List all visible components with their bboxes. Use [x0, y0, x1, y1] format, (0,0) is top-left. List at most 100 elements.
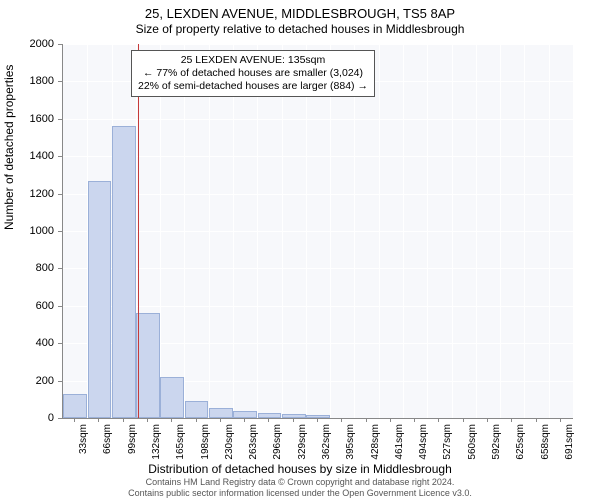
- gridline-v: [403, 44, 404, 418]
- marker-line: [138, 44, 139, 418]
- xtick-mark: [438, 418, 439, 422]
- annotation-line1: 25 LEXDEN AVENUE: 135sqm: [138, 54, 368, 67]
- gridline-v: [427, 44, 428, 418]
- ytick-label: 1800: [0, 75, 54, 87]
- xtick-label: 362sqm: [321, 424, 332, 466]
- footer-line2: Contains public sector information licen…: [0, 488, 600, 498]
- gridline-v: [354, 44, 355, 418]
- ytick-label: 1200: [0, 188, 54, 200]
- xtick-mark: [293, 418, 294, 422]
- xtick-mark: [220, 418, 221, 422]
- xtick-label: 461sqm: [394, 424, 405, 466]
- gridline-v: [452, 44, 453, 418]
- histogram-bar: [233, 411, 257, 418]
- histogram-bar: [185, 401, 209, 418]
- chart-subtitle: Size of property relative to detached ho…: [0, 21, 600, 36]
- xtick-label: 527sqm: [442, 424, 453, 466]
- xtick-mark: [560, 418, 561, 422]
- gridline-v: [330, 44, 331, 418]
- gridline-h: [63, 44, 573, 45]
- footer-line1: Contains HM Land Registry data © Crown c…: [0, 477, 600, 487]
- xtick-mark: [463, 418, 464, 422]
- ytick-label: 1000: [0, 225, 54, 237]
- histogram-bar: [112, 126, 136, 418]
- xtick-label: 625sqm: [515, 424, 526, 466]
- xtick-label: 329sqm: [297, 424, 308, 466]
- gridline-v: [549, 44, 550, 418]
- xtick-label: 132sqm: [151, 424, 162, 466]
- histogram-bar: [63, 394, 87, 418]
- xtick-label: 33sqm: [78, 424, 89, 466]
- annotation-line2: ← 77% of detached houses are smaller (3,…: [138, 67, 368, 80]
- xtick-label: 691sqm: [564, 424, 575, 466]
- xtick-mark: [196, 418, 197, 422]
- xtick-mark: [487, 418, 488, 422]
- chart-footer: Contains HM Land Registry data © Crown c…: [0, 477, 600, 498]
- ytick-label: 2000: [0, 38, 54, 50]
- xtick-label: 658sqm: [540, 424, 551, 466]
- histogram-bar: [282, 414, 306, 418]
- gridline-v: [184, 44, 185, 418]
- xtick-mark: [171, 418, 172, 422]
- gridline-h: [63, 156, 573, 157]
- xtick-mark: [244, 418, 245, 422]
- xtick-label: 494sqm: [418, 424, 429, 466]
- xtick-mark: [98, 418, 99, 422]
- chart-title: 25, LEXDEN AVENUE, MIDDLESBROUGH, TS5 8A…: [0, 0, 600, 21]
- gridline-v: [379, 44, 380, 418]
- ytick-label: 800: [0, 262, 54, 274]
- gridline-v: [209, 44, 210, 418]
- xtick-label: 230sqm: [224, 424, 235, 466]
- y-axis-label: Number of detached properties: [2, 65, 16, 230]
- gridline-h: [63, 194, 573, 195]
- xtick-mark: [317, 418, 318, 422]
- ytick-label: 200: [0, 375, 54, 387]
- chart-container: 25, LEXDEN AVENUE, MIDDLESBROUGH, TS5 8A…: [0, 0, 600, 500]
- xtick-label: 560sqm: [467, 424, 478, 466]
- xtick-mark: [74, 418, 75, 422]
- xtick-mark: [390, 418, 391, 422]
- xtick-label: 165sqm: [175, 424, 186, 466]
- xtick-mark: [414, 418, 415, 422]
- annotation-line3: 22% of semi-detached houses are larger (…: [138, 80, 368, 93]
- xtick-mark: [341, 418, 342, 422]
- gridline-v: [306, 44, 307, 418]
- xtick-label: 592sqm: [491, 424, 502, 466]
- gridline-h: [63, 306, 573, 307]
- gridline-h: [63, 268, 573, 269]
- histogram-bar: [136, 313, 160, 418]
- gridline-h: [63, 119, 573, 120]
- histogram-bar: [209, 408, 233, 418]
- plot-area: 25 LEXDEN AVENUE: 135sqm ← 77% of detach…: [62, 44, 573, 419]
- histogram-bar: [88, 181, 112, 418]
- xtick-label: 263sqm: [248, 424, 259, 466]
- x-axis-label: Distribution of detached houses by size …: [0, 462, 600, 476]
- histogram-bar: [160, 377, 184, 418]
- gridline-v: [476, 44, 477, 418]
- xtick-label: 66sqm: [102, 424, 113, 466]
- gridline-v: [282, 44, 283, 418]
- xtick-label: 428sqm: [370, 424, 381, 466]
- ytick-label: 1400: [0, 150, 54, 162]
- ytick-label: 1600: [0, 113, 54, 125]
- gridline-v: [257, 44, 258, 418]
- ytick-label: 0: [0, 412, 54, 424]
- gridline-v: [524, 44, 525, 418]
- ytick-label: 600: [0, 300, 54, 312]
- xtick-label: 395sqm: [345, 424, 356, 466]
- xtick-label: 99sqm: [127, 424, 138, 466]
- xtick-mark: [536, 418, 537, 422]
- gridline-v: [233, 44, 234, 418]
- gridline-v: [160, 44, 161, 418]
- gridline-h: [63, 231, 573, 232]
- xtick-mark: [147, 418, 148, 422]
- xtick-mark: [123, 418, 124, 422]
- gridline-v: [500, 44, 501, 418]
- xtick-mark: [511, 418, 512, 422]
- xtick-label: 296sqm: [272, 424, 283, 466]
- xtick-mark: [268, 418, 269, 422]
- xtick-label: 198sqm: [200, 424, 211, 466]
- xtick-mark: [366, 418, 367, 422]
- annotation-box: 25 LEXDEN AVENUE: 135sqm ← 77% of detach…: [131, 50, 375, 97]
- ytick-label: 400: [0, 337, 54, 349]
